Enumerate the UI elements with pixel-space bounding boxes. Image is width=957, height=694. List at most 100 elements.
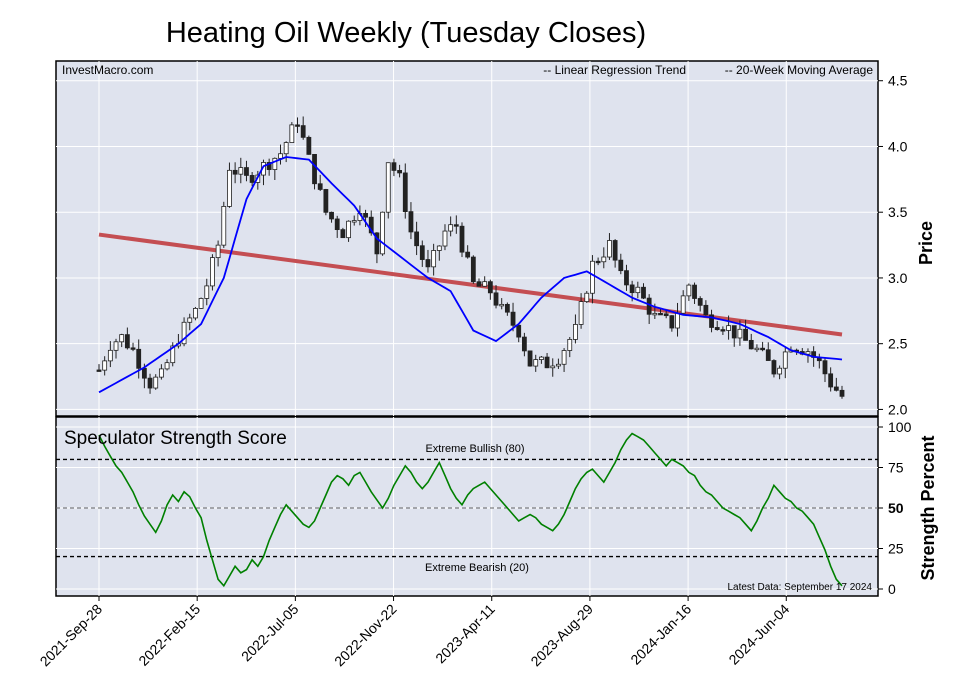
candle-body (504, 303, 510, 313)
candle-body (249, 175, 255, 183)
candle-body (499, 303, 505, 307)
strength-thresholds (56, 458, 878, 558)
candle-body (703, 304, 709, 316)
strength-tick-label: 50 (888, 500, 904, 516)
candle-body (828, 373, 834, 388)
x-tick-label: 2021-Sep-28 (37, 601, 106, 670)
candle-body (391, 162, 397, 171)
regression-trend-line (98, 232, 843, 337)
strength-axis-label: Strength Percent (918, 435, 938, 580)
strength-tick-label: 25 (888, 541, 904, 557)
candle-body (658, 312, 663, 316)
candle-body (380, 211, 385, 255)
x-tick-label: 2022-Feb-15 (135, 601, 203, 669)
candle-body (743, 328, 748, 341)
candle-body (436, 245, 442, 251)
candle-body (465, 251, 471, 258)
candle-body (663, 313, 669, 317)
candle-body (312, 153, 317, 185)
candle-body (272, 157, 278, 170)
latest-data-label: Latest Data: September 17 2024 (727, 582, 872, 593)
candle-body (187, 317, 193, 323)
candle-body (680, 295, 686, 314)
strength-tick-label: 0 (888, 581, 896, 597)
strength-tick-label: 75 (888, 460, 904, 476)
candle-body (300, 125, 306, 138)
candle-body (136, 348, 142, 369)
candle-body (771, 360, 777, 375)
candle-body (567, 339, 573, 351)
candle-body (227, 169, 232, 207)
candle-body (533, 359, 539, 367)
candle-body (839, 389, 845, 397)
candle-body (368, 216, 374, 234)
chart-title: Heating Oil Weekly (Tuesday Closes) (166, 17, 646, 49)
candle-body (107, 349, 113, 362)
candle-body (448, 224, 454, 232)
x-tick-label: 2024-Jun-04 (725, 601, 792, 668)
candle-body (516, 324, 522, 338)
candle-body (556, 363, 561, 367)
candle-body (374, 232, 380, 255)
candle-body (550, 365, 556, 369)
candle-body (697, 298, 703, 306)
date-axis: 2021-Sep-28 2022-Feb-15 2022-Jul-05 2022-No… (37, 596, 793, 669)
candle-body (158, 368, 164, 378)
price-axis: 2.0 2.5 3.0 3.5 4.0 4.5 (878, 73, 908, 417)
strength-path (98, 432, 843, 588)
candle-body (652, 312, 658, 316)
candle-body (210, 257, 215, 287)
candle-body (164, 362, 170, 370)
candle-body (170, 345, 176, 364)
candle-body (607, 240, 612, 258)
candle-body (476, 281, 482, 287)
candle-body (760, 347, 765, 351)
candle-body (238, 167, 244, 175)
candle-body (317, 183, 323, 190)
price-gridlines (56, 61, 878, 416)
candle-body (113, 341, 119, 351)
moving-average-path (98, 156, 843, 394)
price-tick-label: 3.0 (888, 270, 908, 286)
legend-moving-average: -- 20-Week Moving Average (725, 63, 874, 77)
candle-body (425, 259, 431, 268)
candle-body (119, 334, 125, 343)
candle-body (385, 162, 391, 213)
strength-title: Speculator Strength Score (64, 428, 287, 449)
candle-body (323, 189, 329, 213)
candle-body (289, 124, 295, 143)
candle-body (709, 314, 714, 328)
candle-body (590, 260, 595, 294)
candle-body (204, 285, 210, 299)
candle-body (453, 224, 459, 227)
candle-body (397, 170, 403, 174)
moving-average-line (98, 156, 843, 394)
candle-body (306, 136, 312, 155)
candle-body (692, 284, 697, 299)
price-candles (96, 116, 845, 399)
candle-body (731, 325, 737, 339)
candle-body (408, 211, 414, 233)
candle-body (822, 360, 828, 375)
bullish-label: Extreme Bullish (80) (425, 443, 524, 455)
candle-body (221, 206, 227, 246)
candle-body (470, 256, 476, 283)
candle-body (561, 350, 567, 365)
candle-body (232, 169, 238, 175)
candle-body (193, 308, 198, 319)
strength-axis: 0 25 50 75 100 (878, 419, 912, 597)
candle-body (641, 286, 646, 299)
candle-body (431, 250, 437, 268)
x-tick-label: 2023-Aug-29 (527, 601, 596, 670)
candle-body (181, 321, 187, 345)
candle-body (487, 281, 493, 294)
bearish-label: Extreme Bearish (20) (425, 562, 529, 574)
candle-body (595, 260, 601, 264)
candle-body (283, 142, 289, 155)
candle-body (754, 347, 760, 351)
candle-body (482, 281, 488, 287)
candle-body (765, 349, 771, 361)
candle-body (544, 356, 550, 369)
candle-body (635, 286, 641, 294)
candle-body (96, 369, 102, 372)
